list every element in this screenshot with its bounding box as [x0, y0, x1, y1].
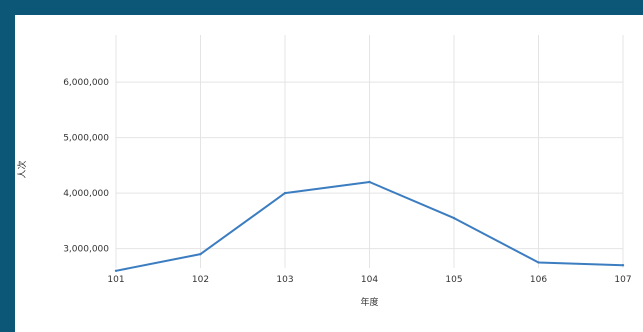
x-tick-label: 104: [361, 275, 378, 285]
y-tick-label: 4,000,000: [63, 189, 109, 199]
x-tick-labels: 101 102 103 104 105 106 107: [107, 275, 631, 285]
x-tick-label: 107: [614, 275, 631, 285]
y-tick-label: 3,000,000: [63, 245, 109, 255]
data-point: [199, 252, 202, 256]
y-axis-label: 人次: [16, 160, 28, 178]
y-tick-label: 5,000,000: [63, 134, 109, 144]
data-point: [452, 216, 456, 220]
series-layer: [114, 180, 625, 272]
data-point: [114, 269, 118, 272]
chart-panel: 101 102 103 104 105 106 107 3,000,000 4,000,000…: [15, 15, 643, 332]
x-tick-label: 106: [530, 275, 547, 285]
data-point: [537, 261, 540, 264]
x-axis-label: 年度: [360, 296, 378, 308]
line-chart: 101 102 103 104 105 106 107 3,000,000 4,000,000…: [16, 35, 632, 308]
data-point: [283, 191, 287, 195]
data-point: [368, 180, 371, 184]
x-tick-label: 101: [107, 275, 124, 285]
data-point: [621, 264, 625, 267]
x-tick-label: 102: [192, 275, 209, 285]
x-tick-label: 105: [445, 275, 462, 285]
y-tick-labels: 3,000,000 4,000,000 5,000,000 6,000,000: [63, 78, 109, 254]
x-tick-label: 103: [276, 275, 293, 285]
y-tick-label: 6,000,000: [63, 78, 109, 88]
grid-layer: [115, 35, 624, 268]
